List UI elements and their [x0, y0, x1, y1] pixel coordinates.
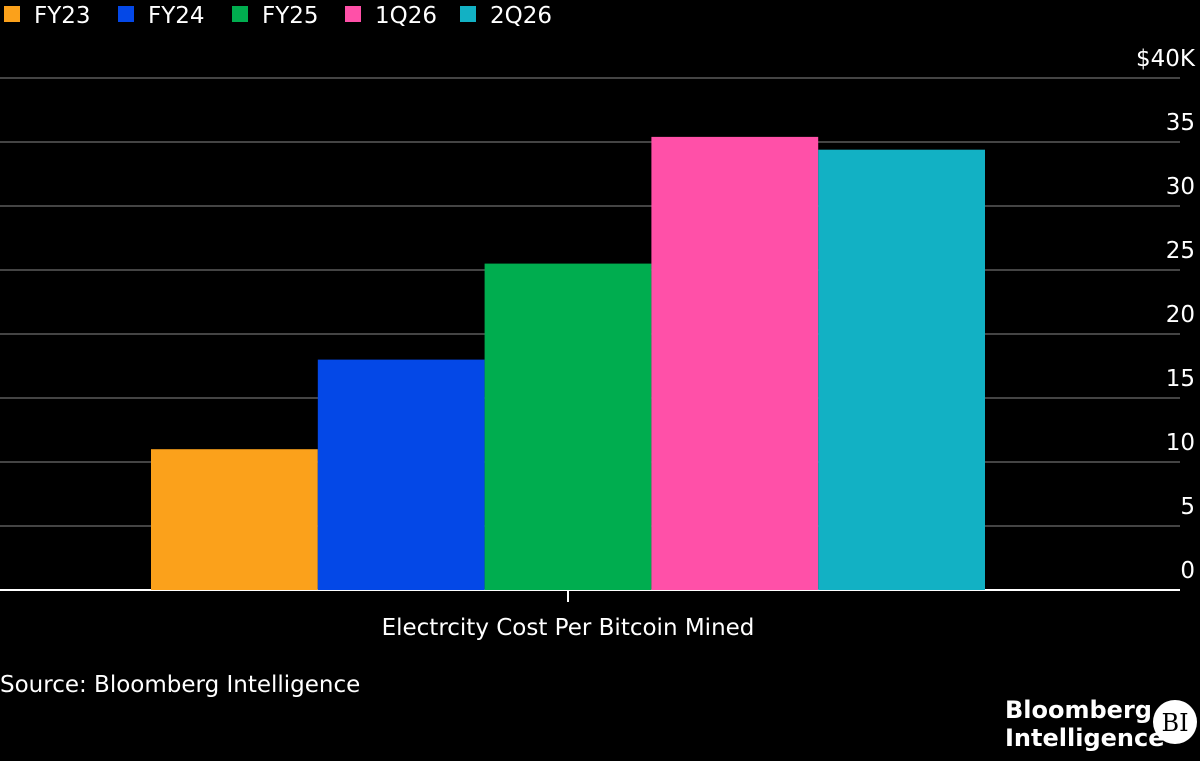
logo-line: Bloomberg: [1005, 696, 1152, 724]
legend-swatch: [460, 6, 476, 22]
legend-label: FY24: [148, 3, 205, 29]
y-tick-label: $40K: [1136, 46, 1196, 72]
bar: [151, 449, 318, 590]
y-tick-label: 10: [1166, 430, 1195, 456]
y-tick-label: 30: [1166, 174, 1195, 200]
y-tick-label: 20: [1166, 302, 1195, 328]
y-tick-label: 15: [1166, 366, 1195, 392]
legend-label: 2Q26: [490, 3, 552, 29]
y-tick-label: 5: [1180, 494, 1195, 520]
y-tick-label: 25: [1166, 238, 1195, 264]
bar: [317, 359, 485, 590]
logo-badge: [1153, 700, 1197, 744]
legend-swatch: [118, 6, 134, 22]
legend-label: 1Q26: [375, 3, 437, 29]
legend-swatch: [345, 6, 361, 22]
y-tick-label: 35: [1166, 110, 1195, 136]
legend-swatch: [4, 6, 20, 22]
bar: [484, 263, 652, 590]
logo-badge-text: BI: [1161, 709, 1188, 737]
legend-label: FY23: [34, 3, 91, 29]
x-tick-label: Electrcity Cost Per Bitcoin Mined: [382, 615, 755, 641]
legend-label: FY25: [262, 3, 319, 29]
y-tick-label: 0: [1180, 558, 1195, 584]
bar: [651, 136, 819, 590]
legend-swatch: [232, 6, 248, 22]
bar: [818, 149, 985, 590]
source-note: Source: Bloomberg Intelligence: [0, 672, 360, 698]
logo-line: Intelligence: [1005, 724, 1165, 752]
